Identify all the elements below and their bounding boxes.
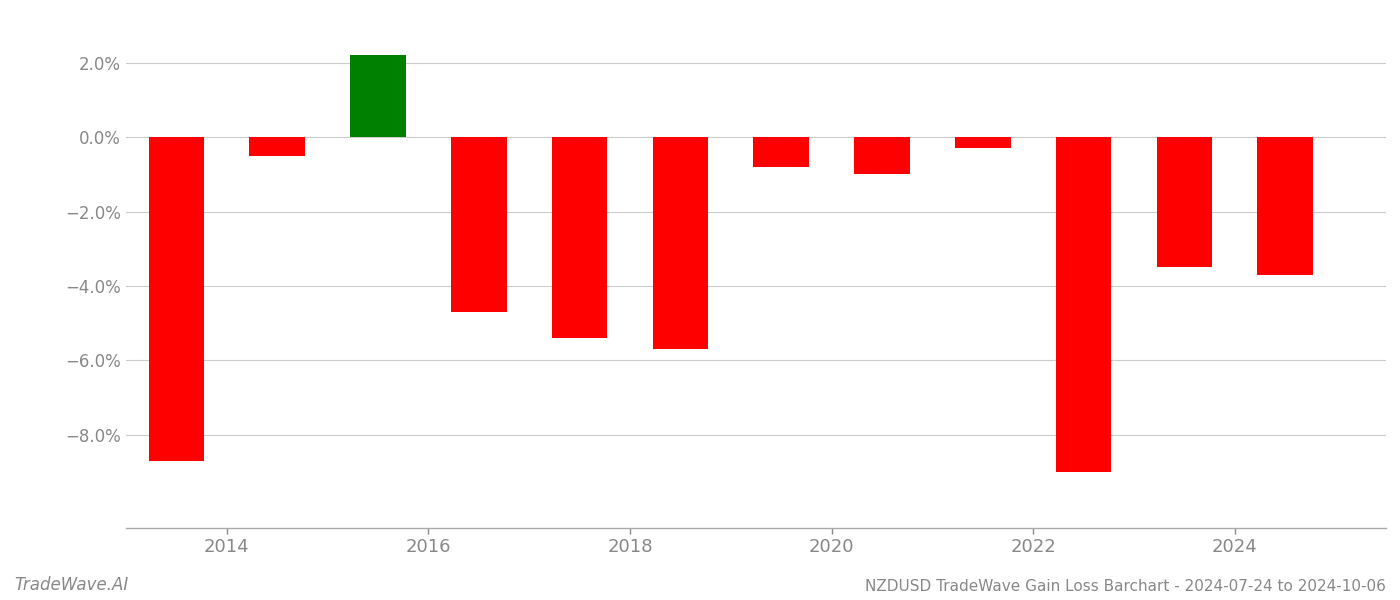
Text: NZDUSD TradeWave Gain Loss Barchart - 2024-07-24 to 2024-10-06: NZDUSD TradeWave Gain Loss Barchart - 20… [865,579,1386,594]
Bar [552,137,608,338]
Bar [854,137,910,175]
Text: TradeWave.AI: TradeWave.AI [14,576,129,594]
Bar [451,137,507,312]
Bar [1156,137,1212,268]
Bar [652,137,708,349]
Bar [350,55,406,137]
Bar [955,137,1011,148]
Bar [1056,137,1112,472]
Bar [753,137,809,167]
Bar [1257,137,1313,275]
Bar [249,137,305,156]
Bar [148,137,204,461]
